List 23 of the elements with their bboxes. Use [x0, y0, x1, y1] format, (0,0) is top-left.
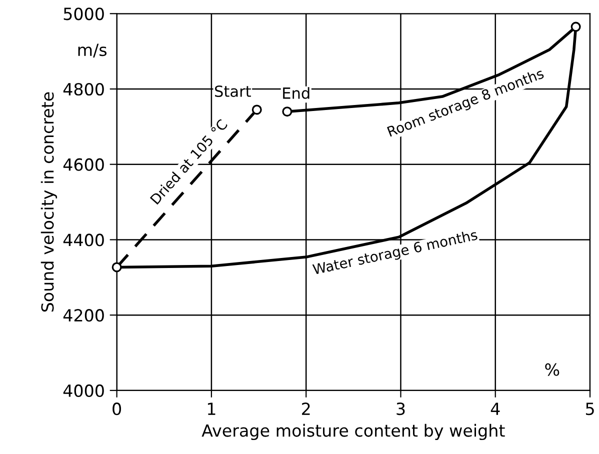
y-tick-label: 4600 — [63, 158, 104, 171]
y-tick-label: 4400 — [63, 234, 104, 246]
y-tick-label: 4200 — [63, 309, 104, 322]
point — [112, 262, 122, 272]
y-axis-title: Sound velocity in concrete — [40, 92, 58, 312]
annotation: End — [283, 87, 310, 99]
text: Water storage 6 months — [312, 229, 478, 278]
x-tick-label: 0 — [112, 402, 121, 416]
point — [282, 106, 292, 117]
y-tick-label: 4000 — [63, 384, 104, 398]
y-tick-label: 5000 — [64, 8, 104, 20]
text: m/s — [78, 44, 107, 58]
y-tick-label: 4800 — [63, 82, 104, 96]
x-tick-label: 3 — [396, 402, 405, 416]
x-tick-label: 5 — [586, 402, 594, 416]
point — [570, 22, 581, 32]
x-tick-label: 2 — [302, 402, 310, 415]
x-axis-title: Average moisture content by weight — [202, 424, 505, 440]
point — [252, 104, 262, 115]
annotation: % — [545, 363, 560, 376]
x-tick-label: 4 — [490, 402, 500, 415]
annotation: Start — [215, 85, 251, 98]
x-tick-label: 1 — [208, 402, 216, 415]
